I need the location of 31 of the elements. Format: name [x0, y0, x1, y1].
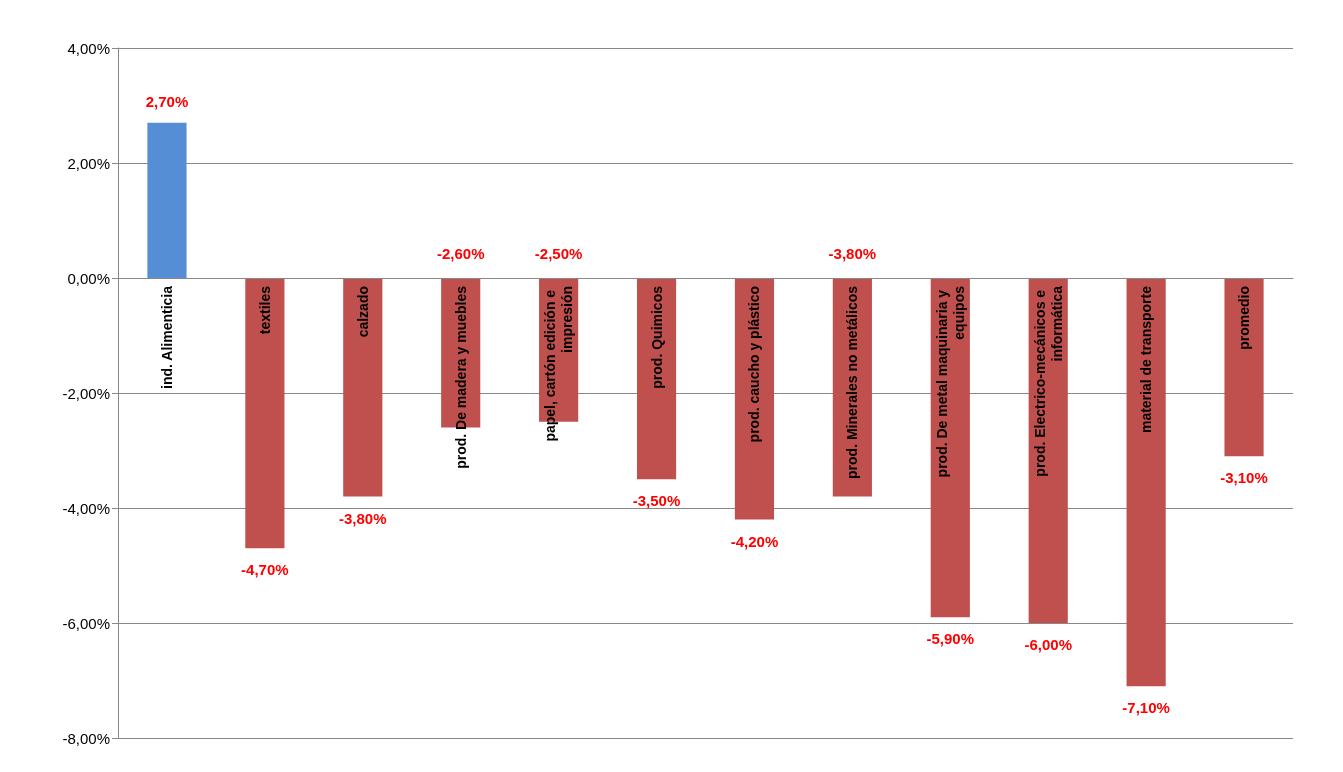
y-tick-label: 0,00%	[67, 269, 110, 287]
data-label: -2,60%	[436, 245, 485, 262]
y-tick-label: -8,00%	[62, 729, 110, 747]
x-tick-label: material de transporte	[1138, 285, 1155, 434]
data-label: 2,70%	[145, 92, 189, 110]
x-tick-label: papel, cartón edición e impresión	[542, 286, 576, 442]
data-label: -3,50%	[632, 492, 681, 510]
x-tick-label: promedio	[1236, 286, 1253, 350]
data-label: -6,00%	[1024, 636, 1072, 653]
x-tick-label: prod. Minerales no metálicos	[844, 285, 861, 479]
y-tick-label: -2,00%	[62, 384, 110, 402]
data-label: -3,10%	[1220, 469, 1268, 487]
data-label: -2,50%	[534, 245, 583, 262]
x-tick-label: prod. De metal maquinaria y equipos	[933, 285, 967, 478]
x-tick-label: calzado	[354, 286, 371, 338]
y-tick-label: 4,00%	[67, 39, 110, 57]
data-label: -4,70%	[241, 561, 289, 579]
data-label: -3,80%	[828, 245, 877, 262]
x-tick-label: ind. Alimenticia	[158, 285, 175, 389]
y-tick-label: -6,00%	[62, 614, 110, 632]
x-tick-label: prod. Electrico-mecánicos e informática	[1031, 285, 1065, 477]
x-tick-label: textiles	[256, 285, 273, 335]
data-label: -4,20%	[730, 532, 779, 550]
x-tick-label: prod. Quimicos	[648, 285, 665, 389]
y-tick-label: -4,00%	[62, 499, 110, 517]
y-tick-label: 2,00%	[67, 154, 110, 172]
data-label: -7,10%	[1122, 699, 1170, 717]
x-tick-label: prod. De madera y muebles	[452, 285, 469, 469]
data-label: -3,80%	[339, 509, 387, 527]
x-tick-label: prod. caucho y plástico	[746, 286, 763, 443]
data-label: -5,90%	[926, 630, 975, 648]
